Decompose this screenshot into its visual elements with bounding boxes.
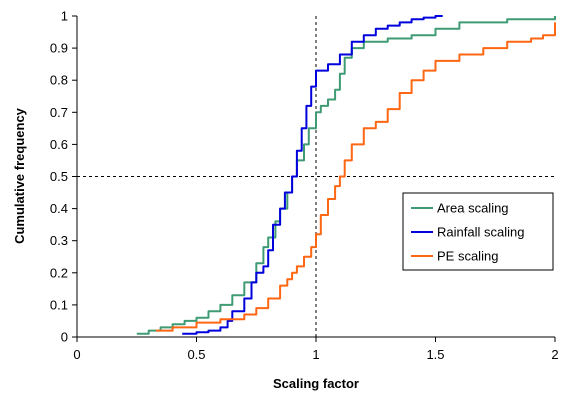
x-tick-label: 2	[551, 347, 558, 362]
x-tick-label: 1	[312, 347, 319, 362]
x-tick-label: 0	[73, 347, 80, 362]
y-tick-label: 0.1	[50, 297, 68, 312]
ticks: 0 0.1 0.2 0.3 0.4 0.5 0.6 0.7 0.8 0.9 1 0 0.5 1 1.5 2	[50, 9, 559, 363]
y-tick-label: 0.7	[50, 105, 68, 120]
x-tick-label: 0.5	[187, 347, 205, 362]
reference-lines	[77, 16, 555, 337]
legend-label-area-scaling: Area scaling	[437, 201, 509, 216]
y-axis-title: Cumulative frequency	[12, 107, 27, 244]
series-line-area-scaling	[136, 16, 556, 335]
x-axis-title: Scaling factor	[273, 376, 359, 391]
legend-label-pe-scaling: PE scaling	[437, 249, 498, 264]
y-tick-label: 0.6	[50, 137, 68, 152]
series-line-pe-scaling	[155, 22, 556, 332]
legend-label-rainfall-scaling: Rainfall scaling	[437, 225, 524, 240]
y-tick-label: 0.2	[50, 265, 68, 280]
y-tick-label: 0.4	[50, 201, 68, 216]
legend: Area scaling Rainfall scaling PE scaling	[402, 192, 554, 271]
y-tick-label: 0.8	[50, 73, 68, 88]
y-tick-label: 0	[61, 330, 68, 345]
y-tick-label: 1	[61, 9, 68, 24]
series-lines	[136, 15, 556, 335]
y-tick-label: 0.9	[50, 41, 68, 56]
y-tick-label: 0.3	[50, 233, 68, 248]
x-tick-label: 1.5	[426, 347, 444, 362]
y-tick-label: 0.5	[50, 169, 68, 184]
series-line-rainfall-scaling	[182, 15, 443, 335]
